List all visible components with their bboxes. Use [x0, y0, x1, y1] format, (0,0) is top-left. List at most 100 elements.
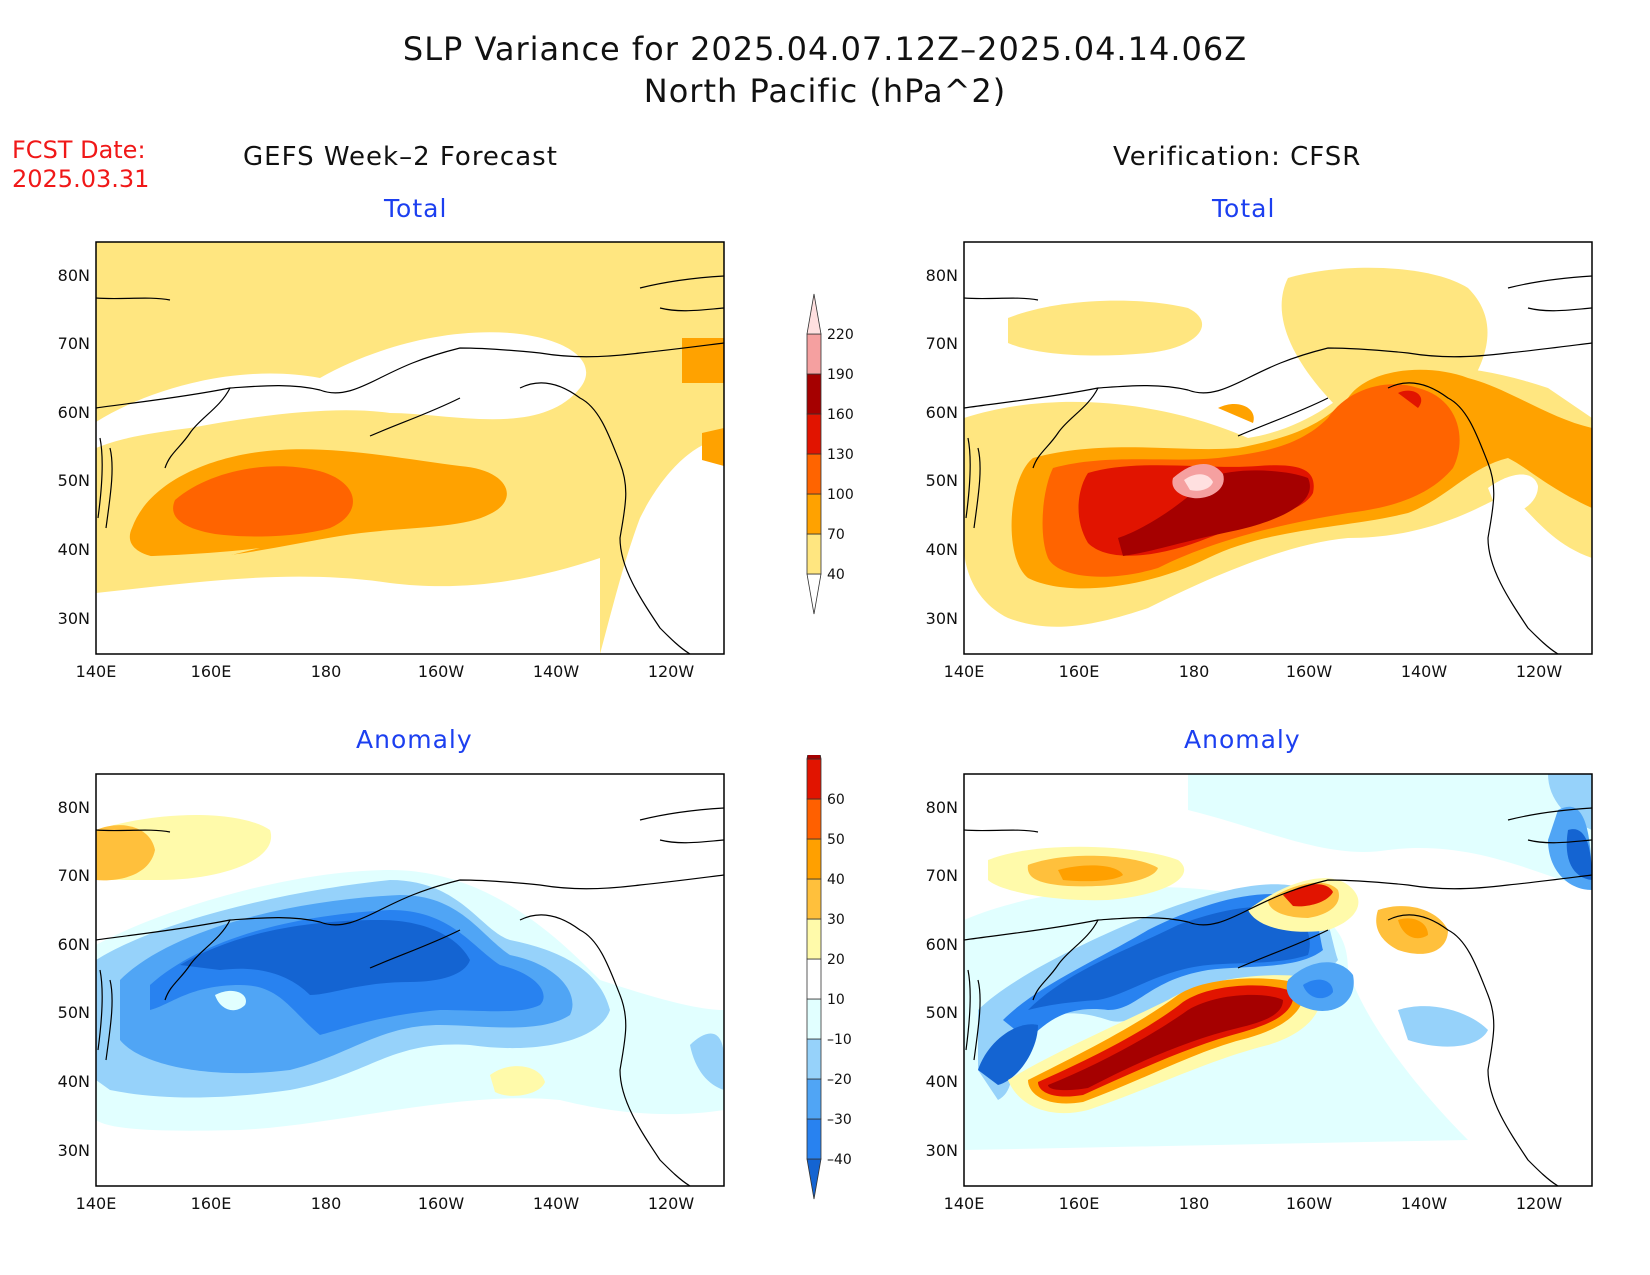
lat-axis: 80N 70N 60N 50N 40N 30N [926, 798, 958, 1160]
lon-axis: 140E 160E 180 160W 140W 120W [944, 1194, 1563, 1213]
lat-label: 60N [58, 935, 90, 954]
colorbar-segment [806, 333, 822, 375]
lon-label: 120W [648, 662, 695, 681]
coastlines [964, 275, 1592, 654]
lon-label: 140E [944, 1194, 985, 1213]
panel-title-top-right: Total [1212, 194, 1276, 223]
colorbar-segment [806, 413, 822, 455]
coastlines [96, 807, 724, 1186]
colorbar-segment [806, 493, 822, 535]
lat-label: 60N [926, 403, 958, 422]
colorbar-segment [806, 838, 822, 880]
contour-fill [96, 774, 724, 1186]
panel-title-bottom-right: Anomaly [1184, 725, 1301, 754]
colorbar-segment [806, 1158, 822, 1200]
lon-label: 180 [311, 662, 342, 681]
coastlines [96, 275, 724, 654]
lon-label: 140W [533, 662, 580, 681]
lat-label: 40N [926, 540, 958, 559]
panel-title-top-left: Total [384, 194, 448, 223]
colorbar-lower-triangle [806, 573, 822, 615]
colorbar-label: 50 [827, 832, 845, 848]
colorbar-segment [806, 1078, 822, 1120]
lon-axis: 140E 160E 180 160W 140W 120W [76, 662, 695, 681]
main-title-line2: North Pacific (hPa^2) [643, 72, 1007, 110]
lon-label: 180 [1179, 1194, 1210, 1213]
colorbar-segment [806, 373, 822, 415]
colorbar-label: 10 [827, 992, 845, 1008]
colorbar-segment [806, 293, 822, 335]
lon-label: 140E [76, 662, 117, 681]
fcst-block: FCST Date: 2025.03.31 [12, 136, 149, 194]
lon-label: 140W [1401, 662, 1448, 681]
colorbar-segment [806, 533, 822, 575]
lat-axis: 80N 70N 60N 50N 40N 30N [926, 266, 958, 628]
map-panel-verification-anomaly: 80N 70N 60N 50N 40N 30N 140E 160E 180 16… [926, 773, 1593, 1213]
colorbar-label: 100 [827, 487, 854, 503]
colorbar-total: 40 70 100 130 160 190 220 [806, 293, 854, 615]
colorbar-label: –40 [827, 1152, 852, 1168]
colorbar-label: 20 [827, 952, 845, 968]
lat-label: 80N [926, 266, 958, 285]
lon-axis: 140E 160E 180 160W 140W 120W [944, 662, 1563, 681]
colorbar-label: –20 [827, 1072, 852, 1088]
lat-label: 50N [58, 471, 90, 490]
colorbar-label: 40 [827, 872, 845, 888]
map-panel-verification-total: 80N 70N 60N 50N 40N 30N 140E 160E 180 16… [926, 241, 1593, 681]
lat-axis: 80N 70N 60N 50N 40N 30N [58, 266, 90, 628]
lon-label: 160W [1286, 662, 1333, 681]
colorbar-anomaly-segments [806, 755, 822, 1200]
lon-label: 180 [1179, 662, 1210, 681]
contour-fill [964, 242, 1592, 654]
colorbar-segment [806, 878, 822, 920]
lat-label: 80N [58, 266, 90, 285]
colorbar-label: 190 [827, 367, 854, 383]
lat-label: 60N [58, 403, 90, 422]
right-column-header: Verification: CFSR [1113, 142, 1362, 172]
colorbar-label: 60 [827, 792, 845, 808]
colorbar-segment [806, 758, 822, 800]
lon-label: 160E [1059, 1194, 1100, 1213]
lon-label: 180 [311, 1194, 342, 1213]
main-title-line1: SLP Variance for 2025.04.07.12Z–2025.04.… [402, 30, 1248, 68]
lat-label: 30N [926, 1141, 958, 1160]
colorbar-segment [806, 958, 822, 1000]
coastlines [964, 807, 1592, 1186]
lat-label: 50N [58, 1003, 90, 1022]
panel-title-bottom-left: Anomaly [356, 725, 473, 754]
colorbar-segment [806, 798, 822, 840]
lon-label: 120W [1516, 1194, 1563, 1213]
lon-label: 120W [1516, 662, 1563, 681]
lat-axis: 80N 70N 60N 50N 40N 30N [58, 798, 90, 1160]
lat-label: 40N [926, 1072, 958, 1091]
lon-axis: 140E 160E 180 160W 140W 120W [76, 1194, 695, 1213]
lat-label: 80N [58, 798, 90, 817]
colorbar-label: 40 [827, 567, 845, 583]
colorbar-segment [806, 998, 822, 1040]
colorbar-anomaly-labels: –40 –30 –20 –10 10 20 30 40 50 60 [827, 792, 852, 1168]
lon-label: 120W [648, 1194, 695, 1213]
colorbar-total-labels: 40 70 100 130 160 190 220 [827, 327, 854, 583]
fcst-date: 2025.03.31 [12, 165, 150, 193]
colorbar-label: 220 [827, 327, 854, 343]
map-panel-forecast-total: 80N 70N 60N 50N 40N 30N 140E 160E 180 16… [58, 241, 725, 681]
lat-label: 40N [58, 540, 90, 559]
colorbar-segment [806, 1038, 822, 1080]
lat-label: 40N [58, 1072, 90, 1091]
colorbar-label: 70 [827, 527, 845, 543]
lat-label: 50N [926, 1003, 958, 1022]
colorbar-anomaly: –40 –30 –20 –10 10 20 30 40 50 60 [806, 755, 852, 1200]
lat-label: 30N [58, 609, 90, 628]
lon-label: 160E [191, 1194, 232, 1213]
lon-label: 160W [1286, 1194, 1333, 1213]
colorbar-label: 30 [827, 912, 845, 928]
lon-label: 140W [533, 1194, 580, 1213]
lat-label: 70N [926, 334, 958, 353]
lon-label: 140W [1401, 1194, 1448, 1213]
lon-label: 160E [191, 662, 232, 681]
lon-label: 160E [1059, 662, 1100, 681]
contour-fill [964, 774, 1592, 1186]
colorbar-label: 130 [827, 447, 854, 463]
contour-fill [96, 242, 724, 654]
colorbar-segment [806, 453, 822, 495]
